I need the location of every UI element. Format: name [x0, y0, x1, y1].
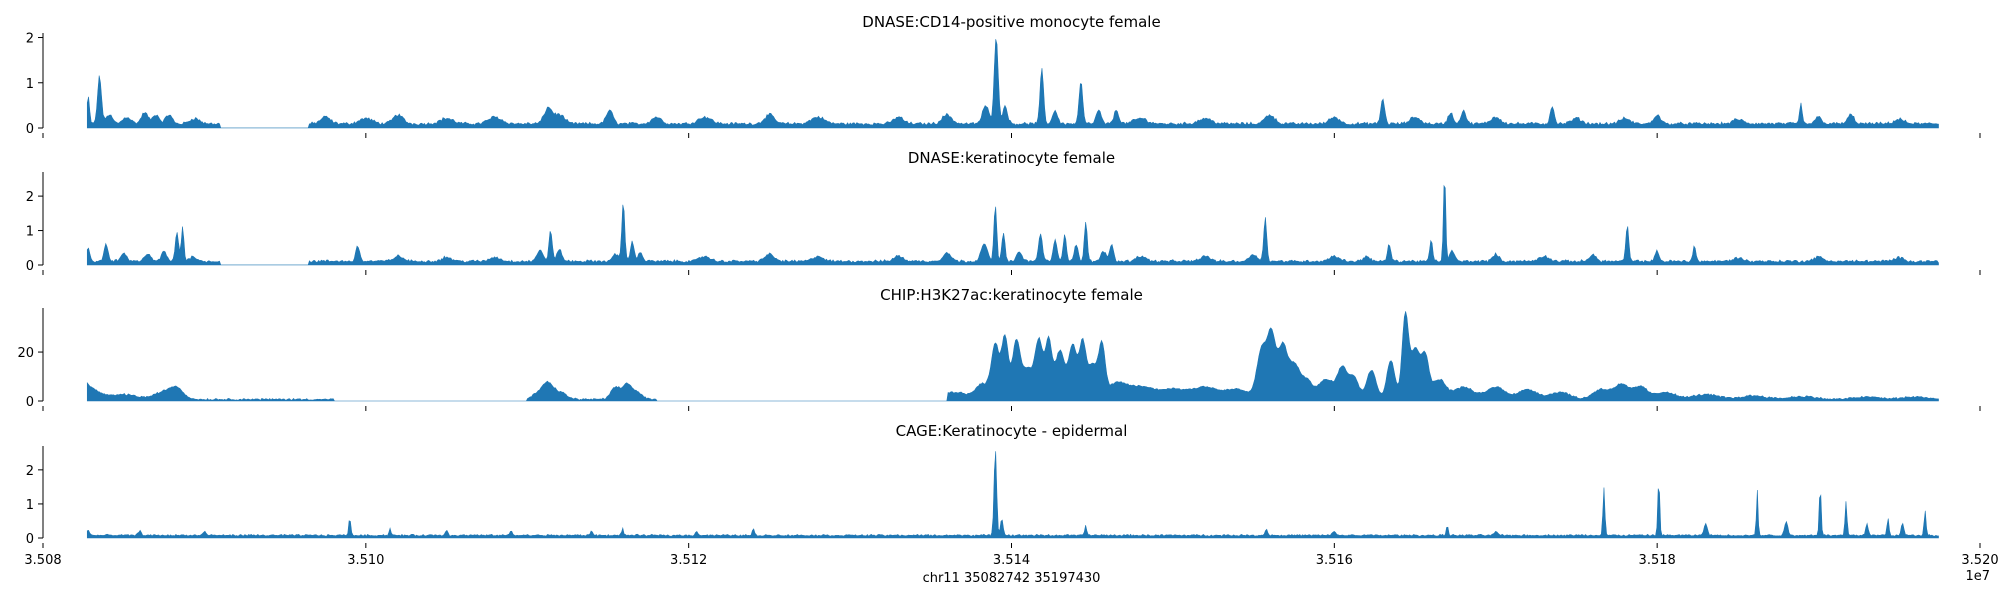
x-tick-label: 3.510	[347, 553, 384, 568]
track-panel-3: CHIP:H3K27ac:keratinocyte female 0 20	[17, 286, 1981, 411]
x-tick-label: 3.508	[24, 553, 61, 568]
y-tick-label: 0	[26, 122, 34, 137]
signal-area	[86, 39, 1939, 129]
track-panel-4: CAGE:Keratinocyte - epidermal 0 1 2 3.508 3.5…	[24, 422, 1998, 568]
signal-area	[86, 184, 1939, 266]
y-tick-label: 2	[26, 32, 34, 47]
panel-title: DNASE:CD14-positive monocyte female	[862, 13, 1160, 31]
x-tick-label: 3.516	[1316, 553, 1353, 568]
panel-title: DNASE:keratinocyte female	[908, 149, 1115, 167]
y-tick-label: 0	[26, 259, 34, 274]
y-tick-label: 0	[26, 395, 34, 410]
y-tick-label: 2	[26, 190, 34, 205]
y-tick-label: 1	[26, 77, 34, 92]
x-tick-label: 3.520	[1961, 553, 1998, 568]
x-tick-label: 3.512	[670, 553, 707, 568]
y-tick-label: 1	[26, 498, 34, 513]
signal-area	[86, 311, 1939, 402]
y-tick-label: 1	[26, 225, 34, 240]
track-panels: DNASE:CD14-positive monocyte female012DN…	[17, 13, 1998, 568]
y-tick-label: 20	[17, 346, 34, 361]
x-tick-label: 3.514	[993, 553, 1030, 568]
x-axis-label: chr11 35082742 35197430	[923, 571, 1101, 586]
track-panel-1: DNASE:CD14-positive monocyte female 0 1 2	[26, 13, 1981, 138]
x-axis-offset-label: 1e7	[1965, 569, 1990, 584]
y-tick-label: 0	[26, 532, 34, 547]
panel-title: CAGE:Keratinocyte - epidermal	[896, 422, 1128, 440]
x-tick-label: 3.518	[1639, 553, 1676, 568]
panel-title: CHIP:H3K27ac:keratinocyte female	[880, 286, 1143, 304]
track-panel-2: DNASE:keratinocyte female 0 1 2	[26, 149, 1981, 275]
y-tick-label: 2	[26, 464, 34, 479]
signal-area	[86, 451, 1939, 539]
